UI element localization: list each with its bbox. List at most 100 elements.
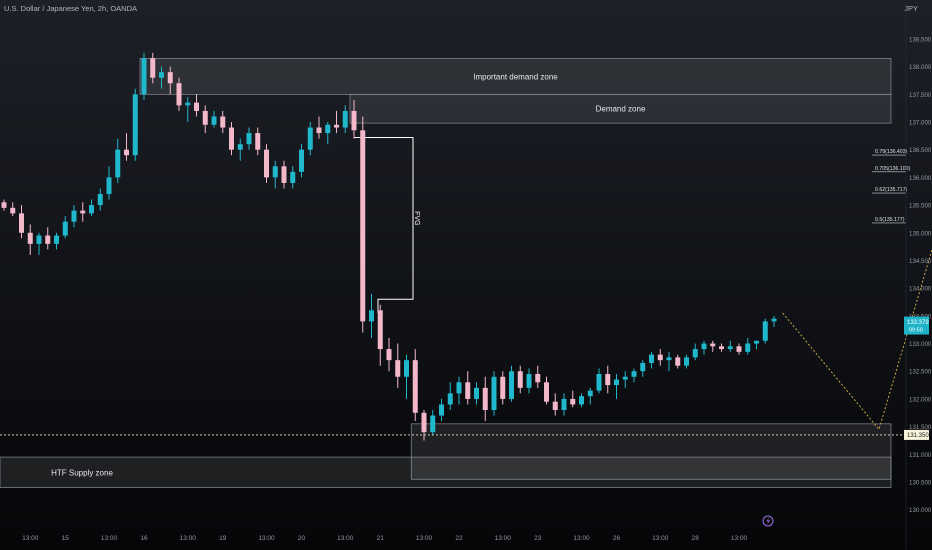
candle (404, 354, 409, 399)
x-tick-label: 28 (692, 535, 700, 542)
candle-body (27, 232, 33, 244)
candle (395, 343, 401, 388)
candle-body (500, 376, 506, 399)
zone-box (0, 456, 892, 488)
candle (237, 138, 243, 161)
candle (62, 216, 68, 239)
candle-body (684, 357, 689, 366)
candle (684, 354, 689, 369)
candle (561, 393, 567, 416)
candle-body (124, 149, 129, 156)
fib-label: 0.705(136.100) (875, 166, 910, 172)
symbol-title: U.S. Dollar / Japanese Yen, 2h, OANDA (4, 4, 137, 13)
candle-body (1, 202, 7, 208)
candle-body (307, 127, 313, 150)
candle-body (159, 72, 164, 78)
candle (465, 371, 471, 405)
candle (211, 110, 217, 128)
candle-body (517, 371, 523, 388)
y-tick-label: 136.000 (909, 175, 932, 182)
y-tick-label: 134.000 (909, 286, 932, 293)
candle (500, 371, 506, 405)
candle-body (430, 415, 436, 433)
candle-body (482, 387, 488, 410)
candle (124, 133, 129, 161)
candle (570, 390, 576, 408)
candle (456, 376, 462, 405)
candle (246, 127, 252, 150)
candle (771, 315, 777, 327)
candle-body (404, 360, 409, 377)
candle (54, 232, 59, 250)
candle (552, 393, 558, 416)
candle-body (342, 110, 348, 128)
countdown-label: 09:50 (909, 328, 923, 334)
candle (89, 199, 94, 217)
candle-body (211, 116, 217, 125)
candle (439, 398, 444, 422)
candle (745, 338, 751, 355)
candle (1, 199, 7, 211)
axis-layer: 138.500 138.000 137.500 137.000 136.500 136.0… (22, 0, 932, 550)
fib-label: 0.5(135.177) (875, 217, 905, 223)
candle (517, 365, 523, 394)
candle (736, 343, 742, 355)
x-tick-label: 21 (377, 535, 385, 542)
candle (185, 97, 191, 122)
candle (342, 105, 348, 134)
candle-body (552, 401, 558, 410)
x-tick-label: 13:00 (101, 535, 118, 542)
candle-body (10, 207, 16, 214)
candle (447, 382, 453, 410)
candle (316, 116, 322, 139)
candle-body (369, 310, 374, 322)
candle-body (465, 382, 471, 399)
candle (509, 365, 514, 402)
candle-body (710, 343, 716, 347)
candle (369, 293, 374, 338)
lightning-icon-ring (762, 515, 774, 527)
candle (299, 144, 304, 178)
candle (255, 127, 261, 156)
candle (719, 343, 724, 352)
candle-body (255, 133, 261, 150)
candle (587, 387, 593, 405)
candle-body (622, 376, 628, 380)
candle (325, 122, 331, 145)
candle-body (281, 166, 287, 183)
candle (36, 232, 42, 255)
candle-body (491, 376, 497, 410)
y-tick-label: 131.000 (909, 452, 932, 459)
candle-body (71, 210, 77, 222)
candle-body (526, 374, 532, 388)
zone-box (410, 423, 892, 480)
lightning-icon-bolt (766, 517, 770, 525)
zone-label: Demand zone (596, 105, 646, 114)
x-tick-label: 13:00 (652, 535, 669, 542)
candle (264, 144, 269, 183)
candle-body (771, 318, 777, 322)
candle (220, 110, 226, 134)
candles-layer (1, 52, 777, 441)
candle-body (762, 321, 768, 341)
candle-body (692, 349, 698, 358)
candle (132, 88, 138, 161)
candle-body (272, 166, 278, 178)
candle (754, 340, 759, 350)
candle (71, 205, 77, 228)
candle (360, 116, 366, 333)
candle (535, 365, 541, 388)
y-tick-label: 132.500 (909, 369, 932, 376)
lightning-icon (762, 515, 774, 527)
candle-body (386, 349, 392, 361)
candle-body (474, 387, 479, 399)
candle-body (395, 360, 401, 377)
candle (167, 66, 173, 95)
x-tick-label: 15 (62, 535, 70, 542)
candle (45, 227, 51, 250)
candle (430, 410, 436, 435)
candle (605, 365, 611, 394)
x-tick-label: 13:00 (416, 535, 433, 542)
